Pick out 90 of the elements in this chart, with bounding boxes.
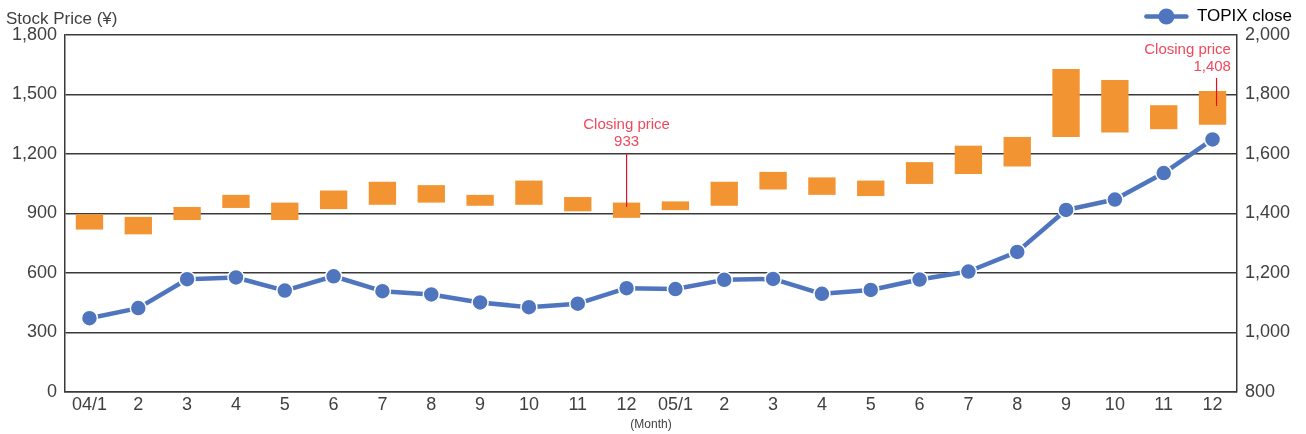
point: [324, 267, 343, 286]
y2-tick-label: 1,200: [1244, 261, 1290, 282]
y2-tick-label: 1,400: [1244, 202, 1290, 223]
point: [617, 279, 636, 297]
point: [129, 299, 148, 317]
bar: [466, 194, 494, 206]
x-tick-label: 11: [1154, 393, 1174, 414]
bar: [124, 216, 152, 235]
point: [178, 270, 196, 288]
point: [666, 280, 685, 298]
y-tick-label: 1,800: [12, 23, 58, 44]
annotation: Closing price 933: [583, 114, 670, 149]
bar: [905, 162, 934, 184]
x-tick-label: 9: [1061, 393, 1072, 414]
x-tick-label: 12: [616, 393, 637, 414]
y-tick-label: 0: [47, 380, 58, 401]
x-tick-label: 11: [568, 393, 588, 414]
y2-tick-label: 1,800: [1244, 83, 1290, 104]
bar: [808, 177, 836, 195]
point: [959, 262, 978, 281]
x-tick-label: 12: [1202, 393, 1223, 414]
point: [1008, 243, 1026, 261]
point: [813, 285, 831, 303]
legend-label: TOPIX close: [1196, 6, 1293, 26]
y-tick-label: 300: [27, 321, 58, 342]
bar: [1003, 136, 1031, 167]
bar: [515, 180, 543, 205]
bar: [564, 197, 592, 212]
point: [520, 298, 538, 316]
y2-tick-label: 800: [1244, 380, 1275, 401]
point: [422, 285, 441, 304]
x-tick-label: 6: [328, 393, 339, 414]
bar: [612, 202, 641, 218]
y-tick-label: 900: [27, 202, 58, 223]
x-tick-label: 8: [426, 393, 437, 414]
bar: [1101, 80, 1129, 133]
point: [1057, 201, 1075, 219]
y-tick-label: 1,200: [12, 142, 58, 163]
bar: [75, 214, 104, 230]
x-tick-label: 10: [518, 393, 539, 414]
bar: [319, 190, 348, 210]
x-tick-label: 05/1: [657, 393, 693, 414]
bar: [417, 185, 445, 203]
bar: [759, 171, 787, 190]
bar: [710, 181, 738, 206]
point: [715, 271, 733, 289]
point: [373, 282, 392, 300]
bar: [1052, 68, 1080, 137]
x-tick-label: 10: [1104, 393, 1125, 414]
point: [276, 281, 294, 300]
bar: [271, 202, 299, 221]
x-tick-label: 04/1: [71, 393, 107, 414]
bar: [222, 194, 250, 208]
y2-tick-label: 2,000: [1244, 23, 1290, 44]
x-axis-title: (Month): [630, 417, 672, 432]
x-tick-label: 2: [133, 393, 144, 414]
point: [764, 270, 782, 288]
point: [471, 293, 489, 312]
x-tick-label: 9: [475, 393, 486, 414]
point: [861, 281, 880, 299]
bar: [954, 145, 983, 175]
x-tick-label: 2: [719, 393, 730, 414]
point: [1203, 130, 1222, 149]
annotation: Closing price 1,408: [1144, 39, 1231, 74]
bar: [1150, 105, 1178, 130]
point: [1106, 190, 1124, 209]
y-tick-label: 600: [27, 261, 58, 282]
bar: [1198, 90, 1227, 125]
x-tick-label: 8: [1012, 393, 1023, 414]
point: [1154, 164, 1173, 182]
x-tick-label: 6: [914, 393, 925, 414]
x-tick-label: 5: [279, 393, 290, 414]
bar: [173, 206, 201, 221]
bar: [857, 180, 885, 197]
x-tick-label: 4: [230, 393, 241, 414]
x-tick-label: 7: [963, 393, 974, 414]
point: [910, 270, 929, 289]
y-tick-label: 1,500: [12, 83, 58, 104]
point: [80, 309, 99, 327]
x-tick-label: 7: [377, 393, 388, 414]
y2-tick-label: 1,600: [1244, 142, 1290, 163]
x-tick-label: 5: [865, 393, 876, 414]
x-tick-label: 3: [768, 393, 779, 414]
y2-tick-label: 1,000: [1244, 321, 1290, 342]
bar: [368, 181, 397, 205]
point: [227, 268, 245, 287]
x-tick-label: 4: [816, 393, 827, 414]
point: [569, 294, 587, 313]
x-tick-label: 3: [182, 393, 193, 414]
bar: [661, 201, 690, 211]
